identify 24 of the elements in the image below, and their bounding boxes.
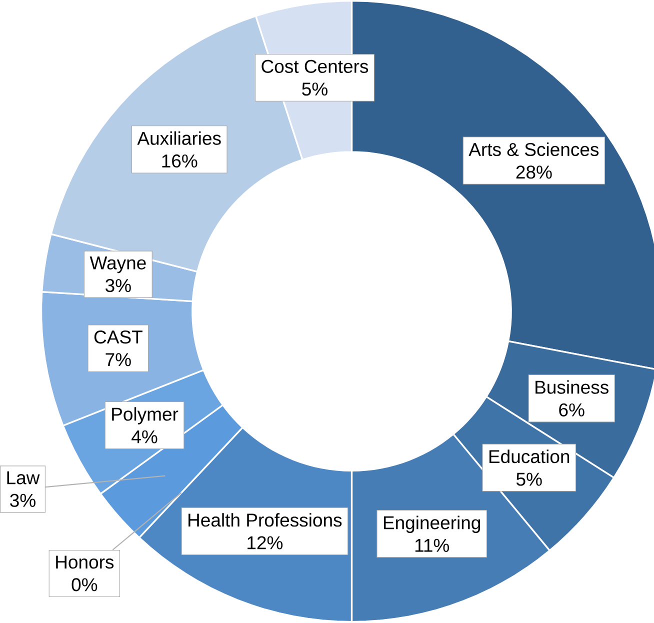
slice-label: Arts & Sciences	[468, 142, 599, 156]
slice-label: Wayne	[90, 256, 146, 274]
data-label: 12%	[248, 536, 283, 550]
data-label: 16%	[162, 154, 198, 168]
data-label: 3%	[10, 494, 36, 508]
slice-label: Auxiliaries	[137, 132, 221, 146]
text: 0%	[72, 578, 98, 592]
data-label: 5%	[302, 82, 328, 96]
slice-label: Polymer	[112, 407, 178, 425]
data-label: 7%	[106, 353, 131, 366]
data-label: 4%	[132, 430, 158, 444]
slice-label: Business	[536, 380, 608, 394]
slice-label: Cost Centers	[262, 60, 368, 74]
slice-label: Engineering	[384, 516, 480, 534]
category-label: Honors	[56, 556, 114, 569]
data-label: 28%	[516, 166, 552, 179]
data-label: 11%	[415, 539, 450, 552]
slice-label: Education	[489, 450, 570, 464]
slice-label: Law	[7, 472, 40, 484]
slice-label: CAST	[94, 330, 142, 344]
data-label: 6%	[559, 404, 584, 417]
data-label: 3%	[106, 279, 131, 292]
data-label: 5%	[516, 472, 542, 486]
slice-label: Health Professions	[188, 513, 342, 527]
